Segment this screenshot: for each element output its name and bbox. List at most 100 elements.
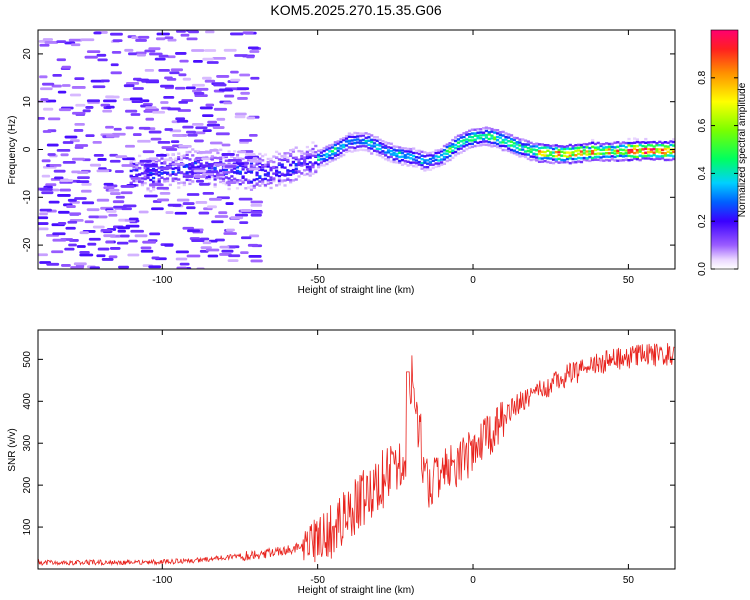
spectrogram-cell: [504, 145, 508, 148]
spectrogram-cell: [633, 151, 637, 155]
spectrogram-noise-cell: [38, 216, 49, 220]
spectrogram-noise-cell: [47, 153, 56, 156]
spectrogram-noise-cell: [125, 126, 134, 130]
spectrogram-cell: [627, 154, 631, 158]
spectrogram-cell: [493, 137, 497, 141]
spectrogram-noise-cell: [204, 170, 219, 174]
spectrogram-cell: [610, 142, 614, 146]
spectrogram-cell: [412, 161, 416, 164]
spectrogram-cell: [495, 145, 500, 149]
spectrogram-noise-cell: [191, 239, 205, 243]
spectrogram-noise-cell: [202, 191, 215, 195]
spectrogram-noise-cell: [222, 170, 231, 174]
spectrogram-cell: [406, 147, 410, 151]
spectrogram-cell: [361, 132, 365, 135]
spectrogram-noise-cell: [178, 73, 187, 77]
spectrogram-noise-cell: [207, 254, 219, 258]
spectrogram-cell: [518, 148, 522, 151]
spectrogram-cell: [490, 145, 494, 148]
spectrogram-cell: [607, 159, 612, 162]
spectrogram-cell: [409, 161, 413, 164]
spectrogram-noise-cell: [200, 246, 212, 250]
spectrogram-cell: [515, 146, 519, 150]
spectrogram-cell: [219, 169, 223, 172]
spectrogram-noise-cell: [206, 61, 219, 64]
spectrogram-noise-cell: [110, 71, 122, 75]
spectrogram-cell: [358, 145, 363, 148]
spectrogram-cell: [672, 140, 675, 144]
spectrogram-cell: [535, 142, 539, 145]
spectrogram-noise-cell: [64, 247, 75, 251]
spectrogram-cell: [498, 141, 502, 144]
spectrogram-cell: [235, 161, 240, 164]
spectrogram-cell: [238, 164, 242, 167]
spectrogram-noise-cell: [249, 234, 260, 238]
spectrogram-cell: [509, 137, 514, 141]
spectrogram-cell: [596, 147, 600, 151]
spectrogram-cell: [347, 139, 351, 143]
spectrogram-cell: [266, 179, 270, 182]
spectrogram-cell: [563, 154, 567, 158]
spectrogram-cell: [563, 145, 567, 149]
spectrogram-noise-cell: [113, 127, 122, 131]
spectrogram-cell: [154, 173, 158, 176]
spectrogram-cell: [619, 154, 623, 157]
spectrogram-cell: [182, 154, 186, 157]
spectrogram-cell: [398, 161, 402, 165]
spectrogram-cell: [255, 162, 259, 165]
spectrogram-cell: [171, 172, 175, 176]
spectrogram-cell: [238, 182, 242, 186]
spectrogram-cell: [470, 145, 475, 149]
colorbar-ticks: 0.00.20.40.60.8: [697, 70, 738, 276]
spectrogram-cell: [454, 154, 458, 157]
spectrogram-cell: [392, 145, 396, 148]
spectrogram-cell: [146, 158, 150, 161]
spectrogram-noise-cell: [211, 220, 224, 224]
spectrogram-cell: [420, 150, 424, 154]
spectrogram-cell: [473, 132, 477, 135]
spectrogram-cell: [563, 161, 567, 164]
spectrogram-cell: [358, 134, 363, 138]
spectrogram-noise-cell: [116, 241, 129, 245]
spectrogram-noise-cell: [143, 194, 158, 198]
spectrogram-cell: [165, 177, 170, 180]
spectrogram-cell: [196, 173, 200, 176]
spectrogram-cell: [196, 151, 200, 154]
spectrogram-cell: [364, 148, 368, 152]
spectrogram-cell: [428, 151, 433, 155]
spectrogram-noise-cell: [175, 250, 189, 254]
spectrogram-cell: [185, 150, 189, 154]
spectrogram-cell: [370, 138, 374, 142]
spectrogram-noise-cell: [196, 87, 209, 91]
spectrogram-noise-cell: [213, 107, 228, 111]
spectrogram-noise-cell: [175, 52, 187, 55]
spectrogram-noise-cell: [234, 54, 249, 57]
spectrogram-cell: [459, 136, 463, 139]
spectrogram-cell: [219, 180, 223, 184]
spectrogram-cell: [507, 149, 511, 153]
spectrogram-cell: [185, 163, 189, 167]
spectrogram-cell: [462, 142, 466, 145]
spectrogram-cell: [291, 168, 296, 172]
spectrogram-cell: [646, 157, 651, 160]
spectrogram-cell: [607, 152, 612, 155]
spectrogram-noise-cell: [247, 46, 259, 50]
spectrogram-cell: [479, 131, 483, 134]
spectrogram-cell: [316, 158, 321, 161]
spectrogram-cell: [277, 163, 282, 166]
spectrogram-cell: [367, 149, 371, 153]
spectrogram-cell: [543, 150, 547, 154]
spectrogram-cell: [560, 161, 564, 164]
spectrogram-cell: [358, 148, 363, 151]
spectrogram-cell: [179, 155, 184, 158]
spectrogram-noise-cell: [182, 226, 195, 230]
spectrogram-cell: [672, 157, 675, 161]
spectrogram-cell: [543, 154, 547, 157]
spectrogram-cell: [342, 138, 346, 142]
spectrogram-cell: [465, 140, 469, 144]
spectrogram-cell: [593, 148, 598, 152]
spectrogram-noise-cell: [149, 232, 161, 236]
spectrogram-cell: [277, 171, 282, 174]
spectrogram-cell: [495, 135, 500, 139]
spectrogram-cell: [591, 156, 595, 160]
